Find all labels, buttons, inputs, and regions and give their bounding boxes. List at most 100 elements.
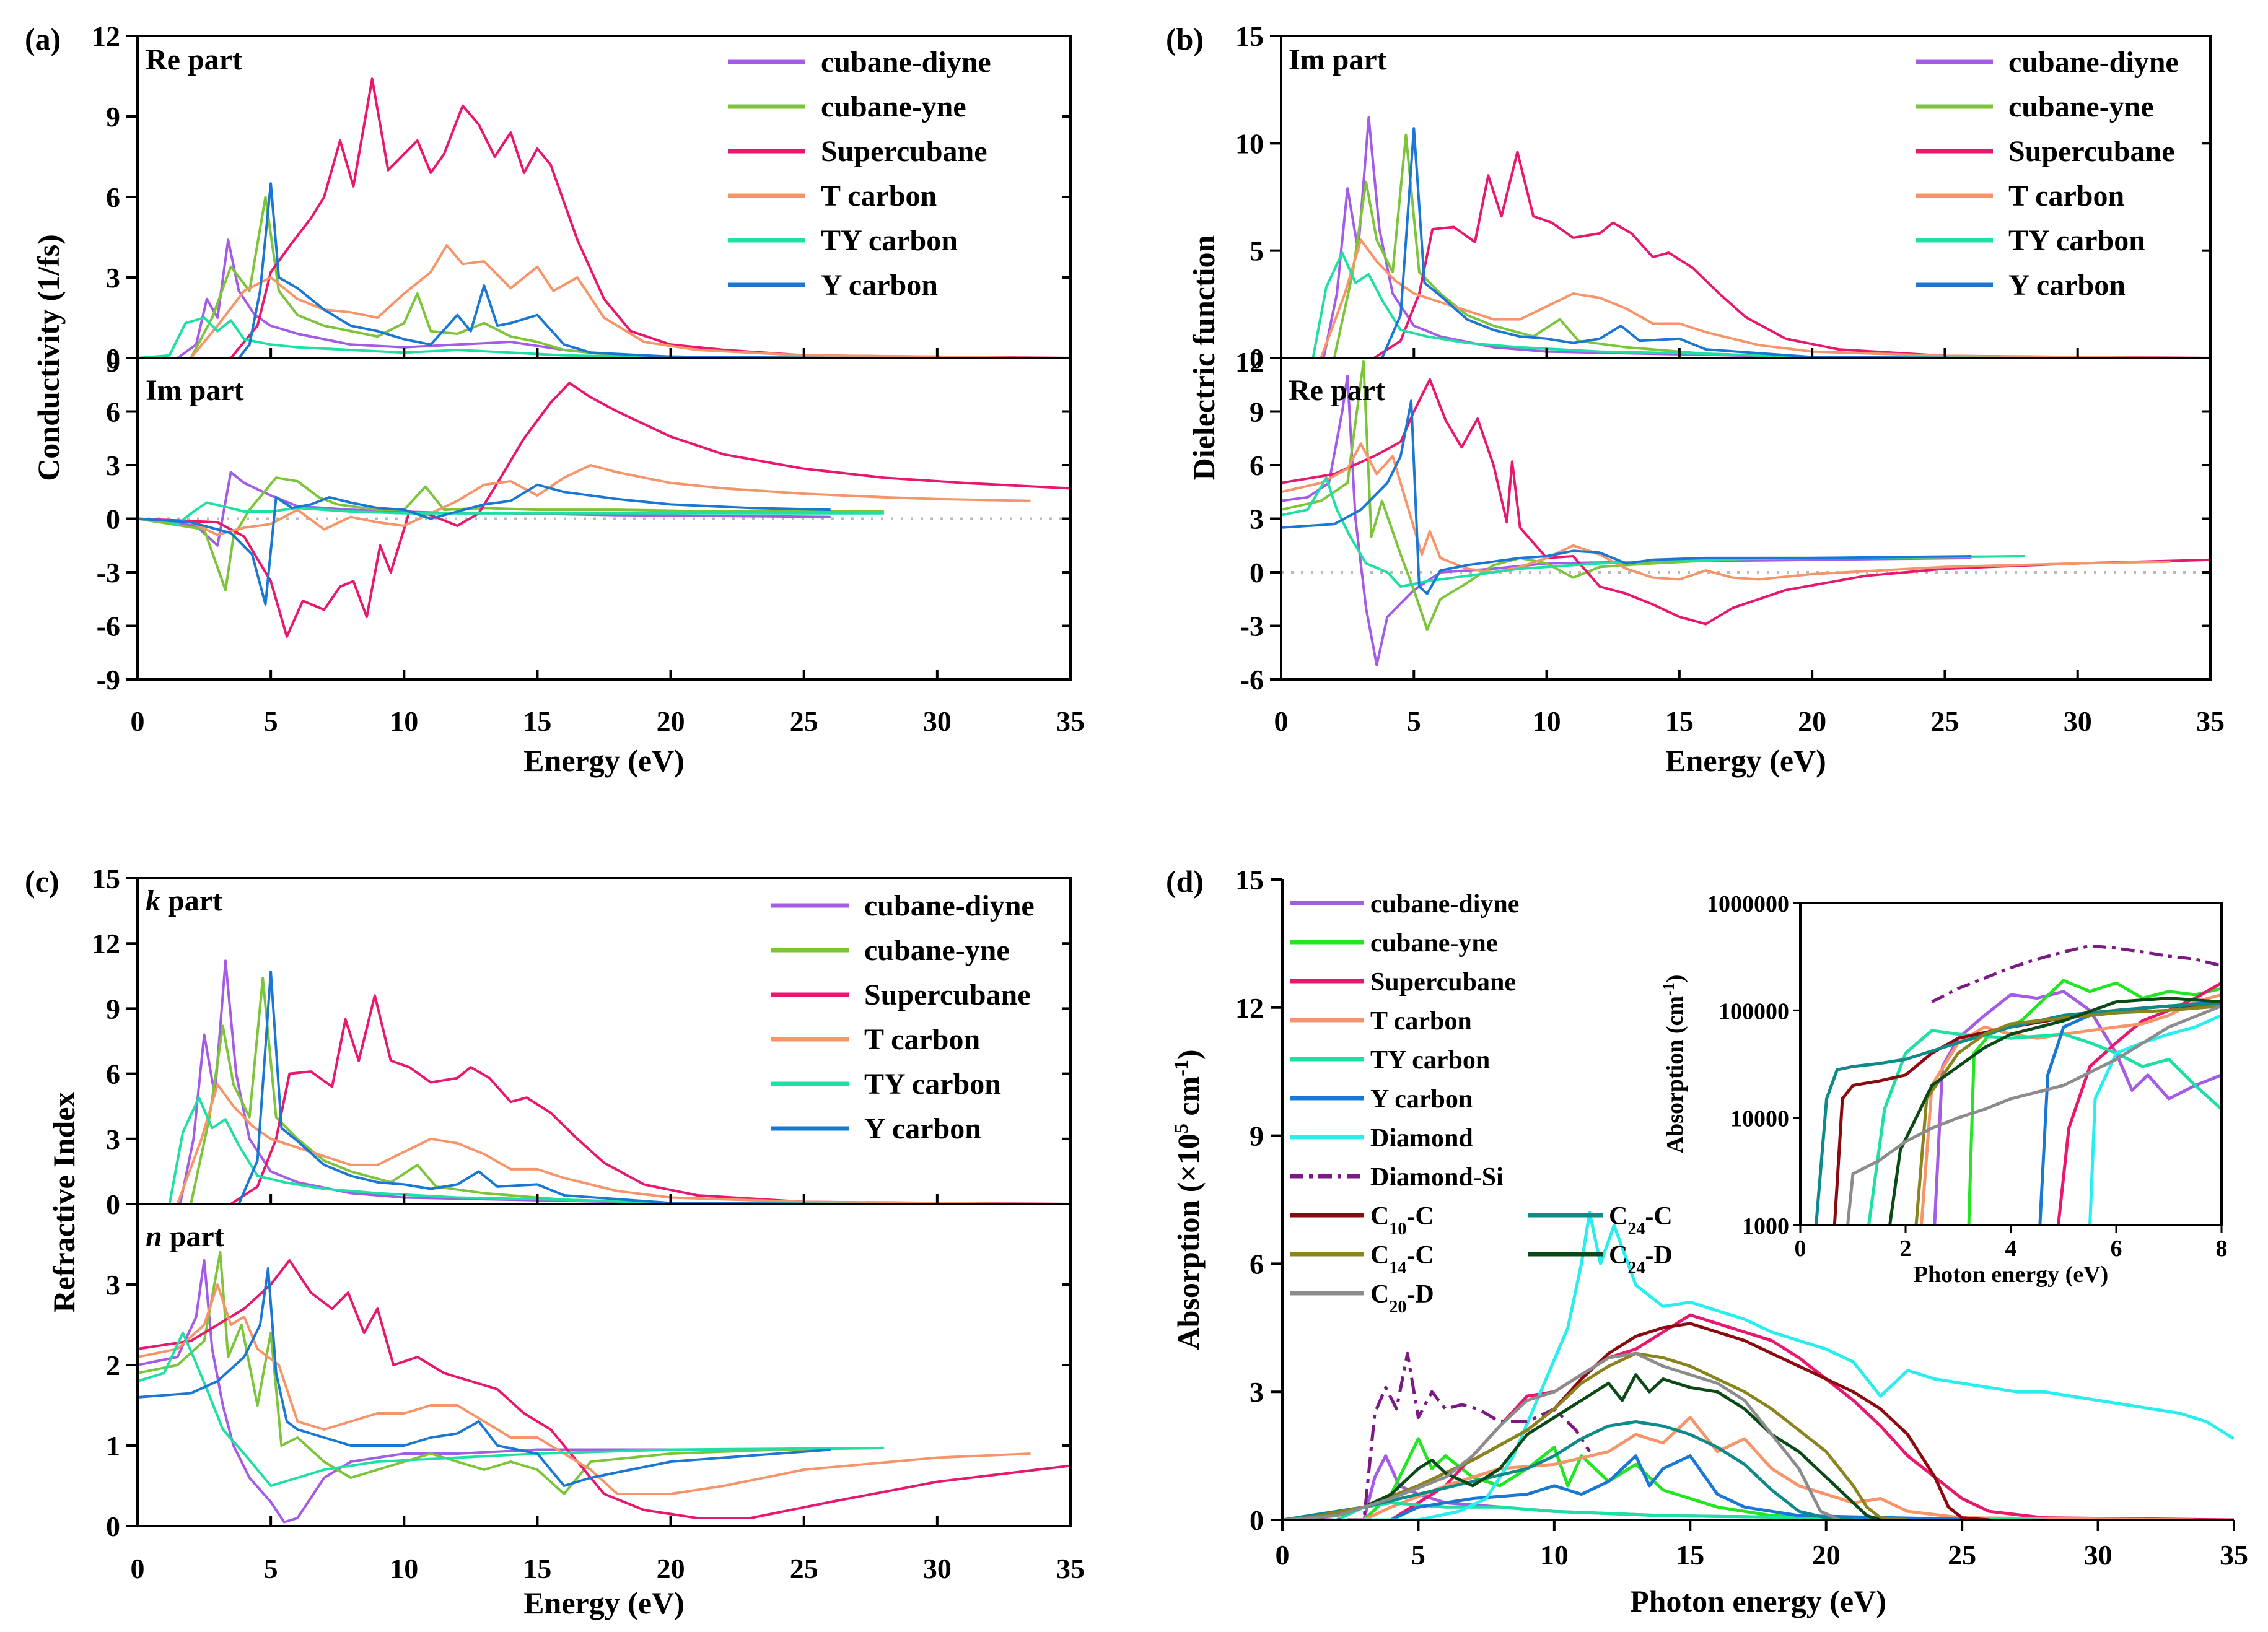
x-tick-label: 25	[790, 1553, 818, 1584]
y-tick-label: 6	[106, 181, 120, 213]
inset-x-axis-title: Photon energy (eV)	[1914, 1262, 2108, 1288]
series-line-cubane-yne	[1281, 133, 2025, 358]
y-tick-label: 15	[1235, 864, 1264, 896]
series-group	[138, 382, 1071, 638]
y-axis-title: Conductivity (1/fs)	[31, 234, 66, 481]
y-tick-label: 12	[1235, 992, 1264, 1024]
y-tick-label: 6	[1250, 450, 1264, 481]
series-line-c24-d	[1282, 1373, 1881, 1520]
series-line-cubane-yne	[138, 196, 884, 358]
series-line-cubane-yne	[1282, 1437, 1881, 1520]
legend-label: TY carbon	[864, 1068, 1001, 1101]
series-line-c24-c	[1282, 1420, 1854, 1520]
subplot-label: Im part	[1289, 43, 1387, 76]
series-line-ty carbon	[1282, 1501, 2044, 1520]
series-group	[138, 959, 1071, 1204]
legend-label: cubane-diyne	[1370, 890, 1519, 919]
x-tick-label: 30	[923, 1553, 952, 1584]
legend-label: Y carbon	[821, 269, 938, 302]
y-tick-label: 3	[106, 1269, 120, 1301]
series-line-supercubane	[1281, 378, 2210, 626]
inset-y-tick-label: 100000	[1719, 998, 1789, 1024]
x-tick-label: 5	[1411, 1539, 1425, 1571]
y-tick-label: 3	[106, 1124, 120, 1155]
series-line-t-carbon	[1281, 442, 2171, 581]
panel-label: (b)	[1166, 22, 1204, 56]
series-group	[138, 1251, 1071, 1524]
y-tick-label: 0	[1250, 557, 1264, 588]
y-tick-label: 1	[106, 1430, 120, 1462]
x-tick-label: 15	[523, 1553, 551, 1584]
y-tick-label: 10	[1235, 128, 1264, 159]
inset-series-group	[1815, 944, 2222, 1225]
inset-x-tick-label: 0	[1795, 1236, 1806, 1262]
x-tick-label: 0	[1276, 1539, 1290, 1571]
series-line-y-carbon	[138, 483, 831, 606]
legend-label: cubane-diyne	[821, 46, 991, 79]
series-line-diamond-si	[1282, 1351, 1592, 1520]
inset-x-tick-label: 8	[2216, 1236, 2228, 1262]
legend-label: cubane-diyne	[864, 889, 1035, 922]
inset-y-tick-label: 1000000	[1707, 891, 1789, 917]
legend-label: C14-C	[1370, 1241, 1434, 1278]
series-line-ty-carbon	[138, 1096, 884, 1204]
x-tick-label: 35	[1056, 705, 1085, 737]
y-tick-label: -6	[1240, 664, 1264, 696]
y-tick-label: -6	[97, 611, 120, 642]
y-tick-label: 2	[106, 1350, 120, 1381]
subplot-c-0: 0 3 6 9 12 15 k part	[92, 863, 1072, 1220]
x-tick-label: 0	[131, 1553, 145, 1584]
inset-series-line-c14-c	[1914, 1004, 2222, 1225]
legend-label: cubane-yne	[1370, 929, 1497, 958]
panel-label: (d)	[1166, 864, 1204, 899]
series-line-t carbon	[1282, 1416, 2194, 1520]
y-tick-label: 0	[106, 1511, 120, 1542]
series-line-t-carbon	[138, 1083, 1031, 1204]
inset-x-tick-label: 6	[2111, 1236, 2122, 1262]
series-line-cubane-yne	[138, 1251, 884, 1495]
series-line-t-carbon	[138, 464, 1031, 536]
legend-label: T carbon	[1370, 1007, 1472, 1036]
legend-label: cubane-yne	[2008, 90, 2154, 123]
legend-label: T carbon	[821, 180, 937, 212]
legend-label: Y carbon	[864, 1112, 981, 1145]
y-tick-label: 6	[106, 396, 120, 428]
y-tick-label: 3	[106, 450, 120, 481]
series-line-cubane-yne	[138, 977, 884, 1204]
series-group	[1282, 1211, 2234, 1520]
legend-label: Y carbon	[1370, 1085, 1473, 1114]
x-tick-label: 20	[657, 705, 685, 737]
x-tick-label: 25	[1930, 705, 1959, 737]
y-tick-label: 12	[92, 928, 120, 959]
legend-label: TY carbon	[2008, 224, 2145, 257]
y-tick-label: 0	[106, 504, 120, 535]
x-tick-label: 20	[1812, 1539, 1841, 1571]
legend-label: Supercubane	[864, 979, 1031, 1011]
x-tick-label: 0	[131, 705, 145, 737]
subplot-label: Re part	[146, 43, 242, 76]
legend-label: TY carbon	[1370, 1046, 1490, 1075]
subplot-label: Im part	[146, 374, 244, 407]
panel-b: 0 5 10 15 Im part -6 -3 0 3 6 9 12 Re part 0 5 10 15 20 25…	[1166, 20, 2225, 778]
inset-y-axis-title: Absorption (cm-1)	[1660, 975, 1689, 1154]
x-tick-label: 15	[1676, 1539, 1704, 1571]
series-line-ty-carbon	[138, 501, 884, 526]
series-line-t-carbon	[1281, 238, 2171, 358]
x-tick-label: 20	[657, 1553, 685, 1584]
series-line-y carbon	[1282, 1454, 1990, 1520]
x-tick-label: 30	[2084, 1539, 2113, 1571]
series-line-diamond	[1282, 1211, 2234, 1520]
inset-series-line-c24-d	[1888, 997, 2222, 1225]
y-tick-label: 12	[1235, 346, 1264, 378]
legend-label: TY carbon	[821, 224, 958, 257]
subplot-a-0: 0 3 6 9 12 Re part	[92, 20, 1072, 374]
inset-x-tick-label: 2	[1900, 1236, 1912, 1262]
x-tick-label: 10	[1540, 1539, 1569, 1571]
inset-y-tick-label: 10000	[1730, 1106, 1789, 1132]
panel-a: 0 3 6 9 12 Re part -9 -6 -3 0 3 6 9 Im part 0 5 10 15 20 25…	[25, 20, 1085, 778]
x-tick-label: 25	[790, 705, 818, 737]
x-tick-label: 5	[264, 705, 278, 737]
x-tick-label: 35	[2196, 705, 2225, 737]
legend-label: Diamond	[1370, 1124, 1473, 1153]
